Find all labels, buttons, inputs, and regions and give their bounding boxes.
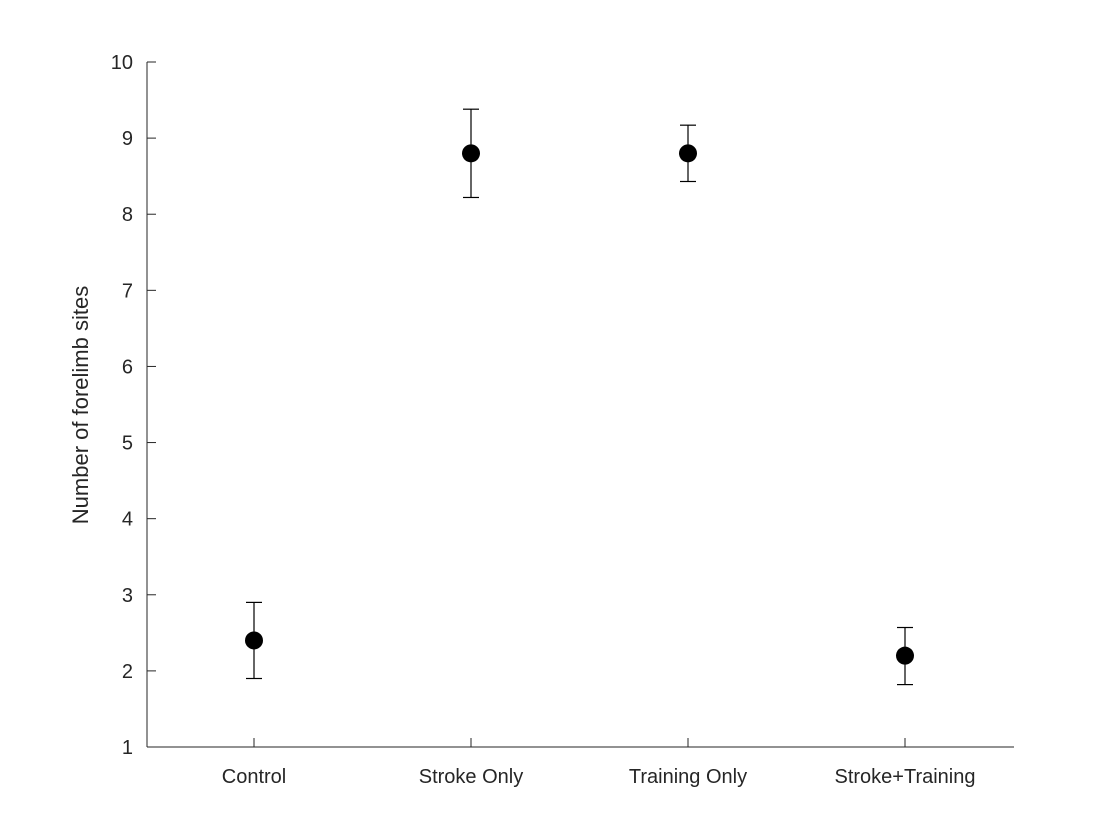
y-axis: 1 2 3 4 5 6 7 8 9 10 <box>111 52 156 759</box>
data-point-group <box>245 601 263 680</box>
data-point <box>896 646 914 665</box>
x-tick-label: Stroke Only <box>419 766 523 788</box>
y-axis-label: Number of forelimb sites <box>68 286 93 524</box>
data-point <box>245 631 263 650</box>
x-tick-label: Training Only <box>629 766 747 788</box>
y-tick-label: 9 <box>122 128 133 150</box>
y-tick-label: 5 <box>122 433 133 455</box>
x-axis: Control Stroke Only Training Only Stroke+Tr… <box>147 738 1014 788</box>
data-point-group <box>462 108 480 199</box>
y-tick-label: 4 <box>122 509 133 531</box>
data-point <box>462 144 480 163</box>
y-tick-label: 8 <box>122 204 133 226</box>
data-point-group <box>896 626 914 686</box>
x-tick-label: Control <box>222 766 286 788</box>
data-point <box>679 144 697 163</box>
x-tick-label: Stroke+Training <box>835 766 976 788</box>
y-tick-label: 10 <box>111 52 133 74</box>
data-point-group <box>679 124 697 183</box>
y-tick-label: 6 <box>122 356 133 378</box>
y-tick-label: 2 <box>122 661 133 683</box>
y-tick-label: 1 <box>122 737 133 759</box>
data-marks <box>245 108 914 686</box>
y-tick-label: 3 <box>122 585 133 607</box>
y-tick-label: 7 <box>122 280 133 302</box>
